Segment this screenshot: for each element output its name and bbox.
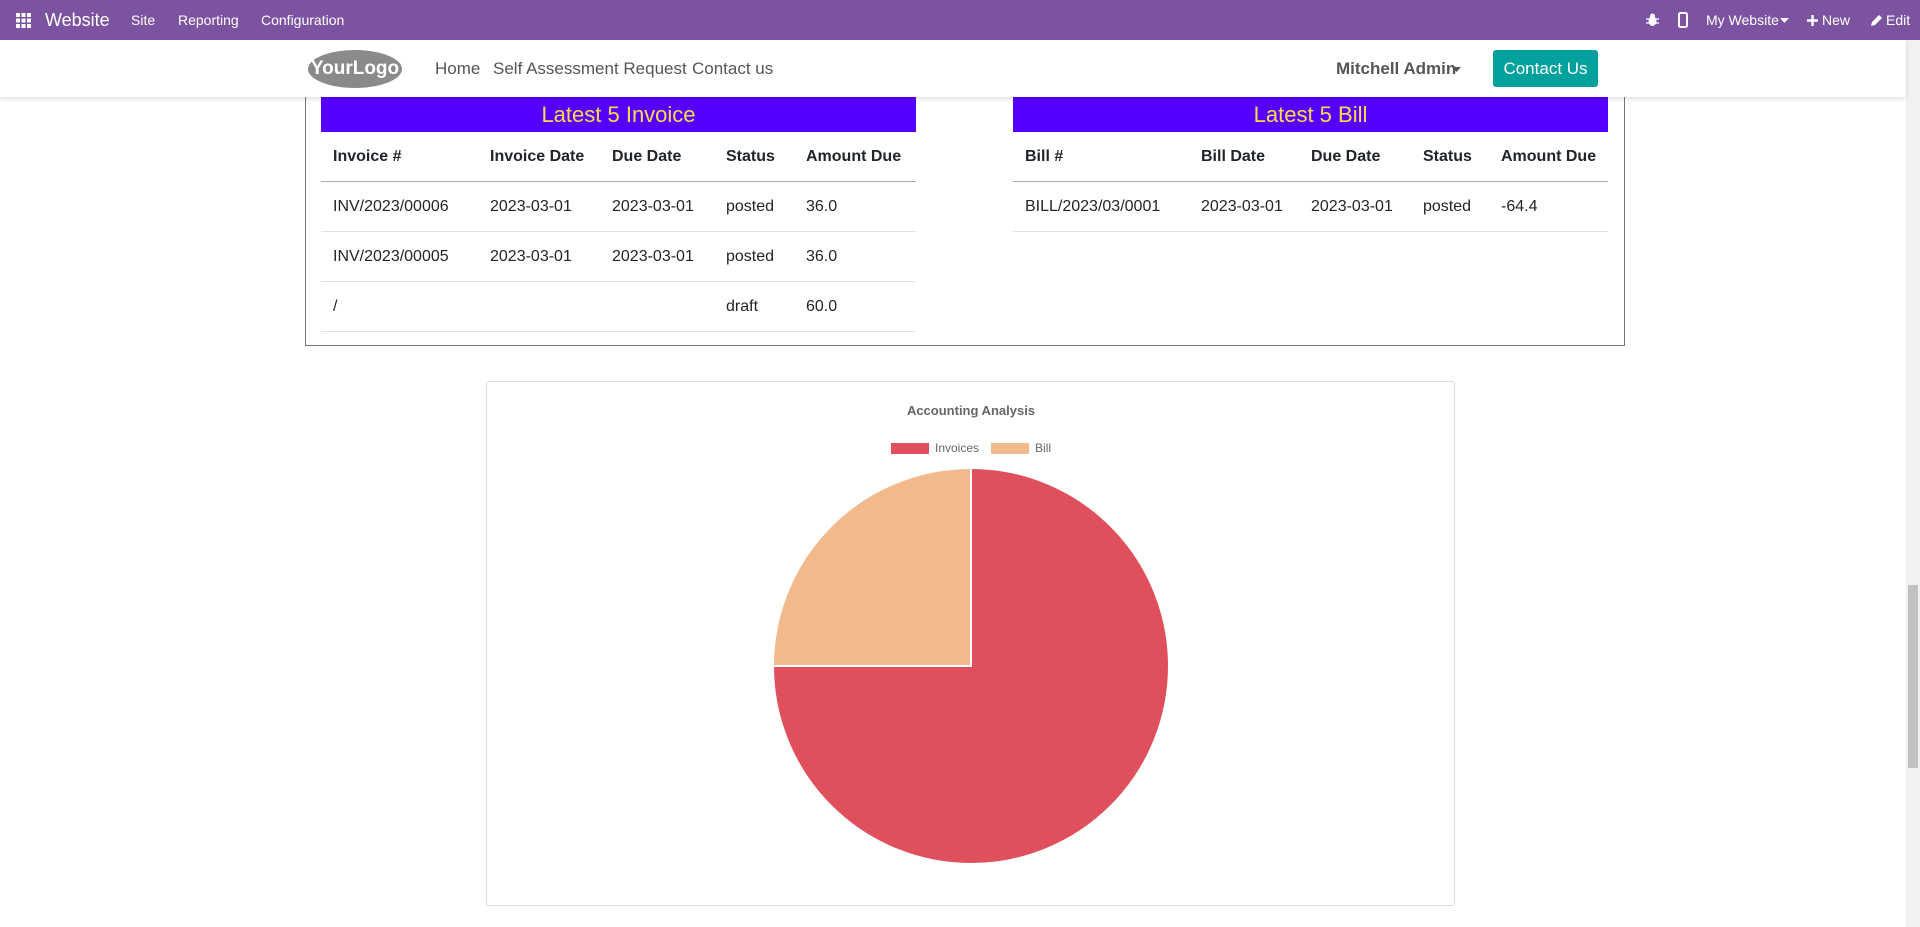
table-cell: BILL/2023/03/0001: [1025, 198, 1161, 215]
nav-link[interactable]: Contact us: [692, 59, 774, 78]
table-cell: -64.4: [1501, 198, 1538, 215]
legend-label: Bill: [1035, 441, 1051, 455]
column-header: Due Date: [1311, 148, 1381, 165]
column-header: Bill Date: [1201, 148, 1266, 165]
legend-swatch: [891, 443, 929, 454]
table-cell: 2023-03-01: [612, 248, 694, 265]
table-title: Latest 5 Bill: [1013, 97, 1608, 132]
site-header: YourLogo Home Self Assessment Request Co…: [0, 40, 1906, 97]
chart: Accounting Analysis Invoices Bill: [771, 403, 1170, 865]
table-cell: 2023-03-01: [612, 198, 694, 215]
caret: [1780, 18, 1789, 23]
logo[interactable]: YourLogo: [307, 49, 403, 89]
table-row: INV/2023/00005 2023-03-01 2023-03-01 posted…: [321, 232, 916, 282]
menu-item[interactable]: Site: [131, 12, 156, 28]
menu-item[interactable]: Configuration: [261, 12, 345, 28]
table-row: INV/2023/00006 2023-03-01 2023-03-01 posted…: [321, 182, 916, 232]
logo-text: YourLogo: [311, 58, 399, 79]
pie-slice: [771, 466, 1170, 865]
tables-box: [305, 60, 1625, 346]
table-row: / draft 60.0: [321, 282, 916, 332]
invoice-table: Latest 5 Invoice Invoice # Invoice Date Due…: [321, 97, 916, 332]
table-cell: 60.0: [806, 298, 838, 315]
table-cell: 2023-03-01: [1311, 198, 1393, 215]
website-switcher[interactable]: My Website: [1706, 12, 1779, 28]
chart-title: Accounting Analysis: [907, 403, 1035, 418]
apps-icon[interactable]: [16, 13, 31, 28]
scroll-thumb[interactable]: [1908, 585, 1918, 768]
table-cell: 2023-03-01: [1201, 198, 1283, 215]
table-title: Latest 5 Invoice: [321, 97, 916, 132]
bill-table: Latest 5 Bill Bill # Bill Date Due Date Stat…: [1013, 97, 1608, 232]
nav-link[interactable]: Home: [435, 59, 481, 78]
column-header: Status: [1423, 148, 1472, 165]
table-cell: posted: [1423, 198, 1472, 215]
contact-button[interactable]: Contact Us: [1493, 50, 1598, 87]
table-cell: /: [333, 298, 338, 315]
table-cell: INV/2023/00006: [333, 198, 449, 215]
table-cell: 2023-03-01: [490, 198, 572, 215]
app-name[interactable]: Website: [45, 10, 110, 30]
table-cell: INV/2023/00005: [333, 248, 449, 265]
column-header: Bill #: [1025, 148, 1064, 165]
column-header: Invoice Date: [490, 148, 585, 165]
column-header: Status: [726, 148, 775, 165]
table-cell: 36.0: [806, 248, 838, 265]
caret: [1452, 67, 1461, 72]
table-row: BILL/2023/03/0001 2023-03-01 2023-03-01 pos…: [1013, 182, 1608, 232]
menu-item[interactable]: Reporting: [178, 12, 239, 28]
plus-icon[interactable]: [1807, 15, 1818, 26]
column-header: Amount Due: [1501, 148, 1597, 165]
table-cell: 2023-03-01: [490, 248, 572, 265]
table-cell: draft: [726, 298, 759, 315]
scrollbar[interactable]: [1906, 40, 1920, 927]
edit-icon[interactable]: [1870, 15, 1882, 27]
nav-link[interactable]: Self Assessment Request: [493, 59, 687, 78]
legend-label: Invoices: [935, 441, 979, 455]
pie-slice: [771, 466, 972, 667]
debug-icon[interactable]: [1646, 13, 1659, 27]
column-header: Invoice #: [333, 148, 402, 165]
edit-button[interactable]: Edit: [1886, 12, 1911, 28]
table-cell: posted: [726, 248, 775, 265]
header-row: Invoice # Invoice Date Due Date Status Amoun…: [321, 132, 916, 182]
user-menu[interactable]: Mitchell Admin: [1336, 59, 1457, 78]
chart-card: Accounting Analysis Invoices Bill: [486, 381, 1455, 906]
table-cell: posted: [726, 198, 775, 215]
header-row: Bill # Bill Date Due Date Status Amount Due: [1013, 132, 1608, 182]
column-header: Due Date: [612, 148, 682, 165]
column-header: Amount Due: [806, 148, 902, 165]
mobile-icon[interactable]: [1678, 12, 1688, 28]
top-bar: Website Site Reporting Configuration My …: [0, 0, 1920, 40]
new-button[interactable]: New: [1822, 12, 1851, 28]
table-cell: 36.0: [806, 198, 838, 215]
legend-swatch: [991, 443, 1030, 454]
